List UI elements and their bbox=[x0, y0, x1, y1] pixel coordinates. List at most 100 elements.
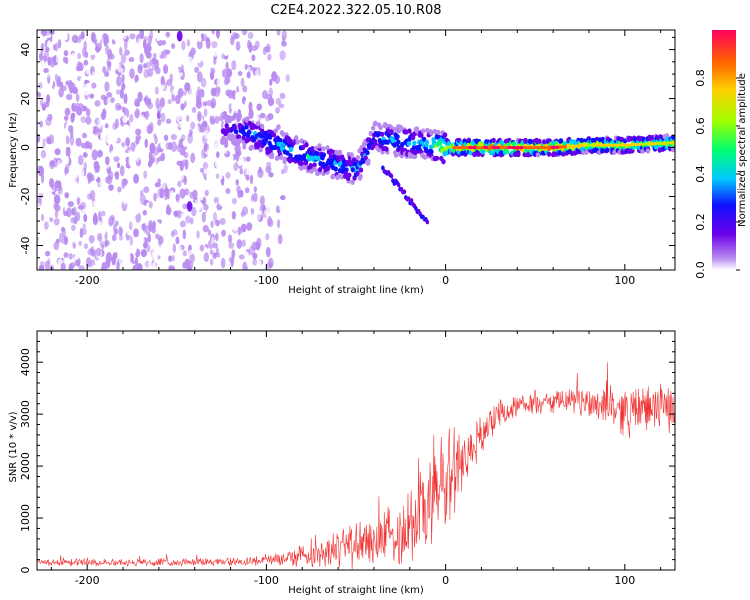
spectrogram-cell bbox=[133, 173, 138, 183]
spectrogram-cell bbox=[74, 105, 79, 113]
spectrogram-cell bbox=[147, 233, 151, 243]
spectrogram-cell bbox=[209, 258, 214, 266]
spectrogram-cell bbox=[326, 165, 331, 171]
spectrogram-cell bbox=[128, 221, 133, 231]
spectrogram-cell bbox=[176, 144, 182, 153]
spectrogram-cell bbox=[139, 114, 145, 123]
spectrogram-cell bbox=[178, 245, 182, 256]
spectrogram-cell bbox=[89, 93, 95, 99]
spectrogram-cell bbox=[55, 54, 60, 64]
spectrogram-cell bbox=[161, 40, 167, 46]
y-tick-label: -40 bbox=[19, 237, 32, 255]
spectrogram-cell bbox=[65, 67, 70, 75]
spectrogram-cell bbox=[288, 153, 293, 159]
spectrogram-cell bbox=[163, 64, 169, 75]
spectrogram-cell bbox=[182, 250, 187, 257]
spectrogram-cell bbox=[86, 82, 93, 88]
spectrogram-cell bbox=[235, 201, 239, 208]
spectrogram-cell bbox=[161, 84, 165, 90]
spectrogram-cell bbox=[54, 166, 60, 172]
spectrogram-cell bbox=[80, 201, 87, 210]
spectrogram-cell bbox=[143, 36, 148, 42]
spectrogram-cell bbox=[144, 95, 149, 106]
spectrogram-cell bbox=[104, 81, 110, 92]
spectrogram-x-ticks: -200 -100 0 100 bbox=[50, 30, 662, 287]
spectrogram-cell bbox=[350, 167, 356, 173]
spectrogram-cell bbox=[37, 187, 44, 194]
spectrogram-cell bbox=[235, 41, 241, 51]
snr-panel: -200 -100 0 100 4000 3000 2000 1000 0 Height of… bbox=[8, 330, 676, 596]
spectrogram-cell bbox=[245, 258, 252, 268]
spectrogram-cell bbox=[127, 149, 134, 159]
spectrogram-cell bbox=[174, 39, 179, 47]
spectrogram-cell bbox=[157, 47, 162, 56]
spectrogram-cell bbox=[129, 92, 136, 100]
spectrogram-cell bbox=[123, 93, 128, 105]
spectrogram-cell bbox=[80, 168, 85, 178]
spectrogram-cell bbox=[251, 136, 257, 143]
spectrogram-cell bbox=[265, 165, 272, 174]
spectrogram-cell bbox=[60, 226, 65, 233]
spectrogram-cell bbox=[117, 186, 122, 193]
spectrogram-cell bbox=[266, 195, 273, 201]
spectrogram-cell bbox=[299, 138, 304, 144]
spectrogram-cell bbox=[256, 237, 262, 248]
spectrogram-cell bbox=[129, 33, 136, 40]
spectrogram-cell bbox=[213, 49, 218, 57]
spectrogram-cell bbox=[333, 166, 338, 172]
colorbar-ticks: 0.0 0.2 0.4 0.6 0.8 bbox=[694, 69, 740, 279]
spectrogram-cell bbox=[156, 249, 162, 257]
spectrogram-cell bbox=[111, 234, 117, 242]
spectrogram-cell bbox=[92, 125, 100, 136]
spectrogram-cell bbox=[107, 60, 112, 68]
spectrogram-cell bbox=[315, 151, 320, 157]
spectrogram-cell bbox=[358, 167, 364, 173]
spectrogram-cell bbox=[49, 216, 54, 223]
spectrogram-cell bbox=[535, 152, 541, 158]
spectrogram-cell bbox=[200, 51, 206, 63]
spectrogram-cell bbox=[230, 257, 234, 268]
spectrogram-cell bbox=[74, 254, 80, 260]
spectrogram-cell bbox=[268, 172, 274, 178]
spectrogram-cell bbox=[264, 122, 268, 132]
spectrogram-cell bbox=[89, 125, 94, 134]
spectrogram-cell bbox=[230, 103, 236, 110]
spectrogram-cell bbox=[77, 62, 84, 72]
spectrogram-cell bbox=[371, 143, 376, 149]
spectrogram-cell bbox=[231, 31, 238, 40]
spectrogram-cell bbox=[249, 144, 254, 150]
spectrogram-cell bbox=[139, 170, 143, 181]
spectrogram-cell bbox=[119, 156, 124, 167]
spectrogram-cell bbox=[83, 243, 89, 250]
spectrogram-cell bbox=[207, 131, 212, 139]
spectrogram-cell bbox=[625, 143, 631, 147]
snr-x-ticks: -200 -100 0 100 bbox=[50, 331, 662, 587]
spectrogram-cell bbox=[209, 70, 215, 81]
spectrogram-cell bbox=[414, 126, 420, 132]
spectrogram-cell bbox=[175, 111, 180, 122]
spectrogram-cell bbox=[215, 232, 219, 242]
spectrogram-cell bbox=[633, 142, 639, 147]
spectrogram-cell bbox=[212, 252, 217, 260]
spectrogram-cell bbox=[103, 33, 109, 40]
spectrogram-cell bbox=[189, 253, 195, 264]
spectrogram-cell bbox=[66, 93, 73, 101]
spectrogram-cell bbox=[562, 145, 568, 149]
spectrogram-cell bbox=[421, 128, 426, 134]
spectrogram-cell bbox=[169, 190, 175, 200]
spectrogram-cell bbox=[119, 46, 123, 56]
y-tick-label: 4000 bbox=[19, 348, 32, 376]
spectrogram-cell bbox=[69, 135, 74, 147]
spectrogram-cell bbox=[204, 183, 209, 191]
spectrogram-cell bbox=[100, 111, 106, 121]
spectrogram-cell bbox=[39, 120, 44, 128]
spectrogram-cell bbox=[135, 153, 140, 163]
spectrogram-cell bbox=[79, 129, 83, 136]
spectrogram-cell bbox=[137, 65, 143, 74]
spectrogram-cell bbox=[43, 89, 50, 95]
spectrogram-cell bbox=[186, 39, 191, 47]
spectrogram-cell bbox=[463, 145, 469, 150]
spectrogram-cell bbox=[347, 172, 352, 178]
spectrogram-cell bbox=[248, 101, 253, 113]
